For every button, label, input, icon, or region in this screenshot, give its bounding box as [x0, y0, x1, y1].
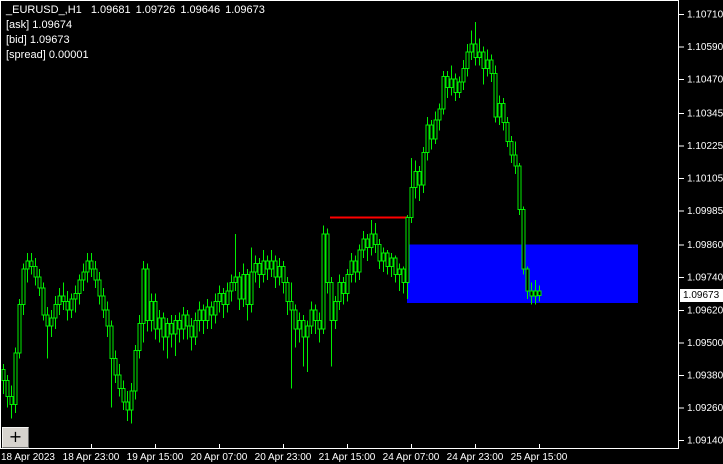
svg-text:19 Apr 15:00: 19 Apr 15:00	[127, 452, 184, 463]
svg-text:20 Apr 23:00: 20 Apr 23:00	[255, 452, 312, 463]
chart-frame	[0, 0, 679, 449]
spread-label: [spread]	[6, 49, 46, 61]
svg-text:24 Apr 07:00: 24 Apr 07:00	[383, 452, 440, 463]
svg-text:1.09985: 1.09985	[687, 206, 723, 217]
spread-line: [spread] 0.00001	[6, 48, 265, 63]
svg-text:1.09380: 1.09380	[687, 370, 723, 381]
ask-label: [ask]	[6, 19, 30, 31]
svg-text:1.09620: 1.09620	[687, 305, 723, 316]
svg-text:1.09500: 1.09500	[687, 338, 723, 349]
svg-text:1.09740: 1.09740	[687, 273, 723, 284]
quote-close: 1.09673	[225, 4, 265, 16]
svg-text:25 Apr 15:00: 25 Apr 15:00	[511, 452, 568, 463]
svg-text:24 Apr 23:00: 24 Apr 23:00	[447, 452, 504, 463]
ask-line: [ask] 1.09674	[6, 18, 265, 33]
ask-value: 1.09674	[32, 19, 73, 31]
chart-header: _EURUSD_,H1 1.09681 1.09726 1.09646 1.09673 …	[6, 3, 265, 63]
svg-text:1.09260: 1.09260	[687, 403, 723, 414]
svg-text:1.10470: 1.10470	[687, 75, 723, 86]
svg-text:1.10225: 1.10225	[687, 141, 723, 152]
svg-text:1.09140: 1.09140	[687, 436, 723, 447]
one-click-trading-expand-button[interactable]: +	[2, 427, 29, 448]
current-price-label: 1.09673	[680, 288, 723, 302]
svg-text:18 Apr 2023: 18 Apr 2023	[1, 452, 55, 463]
svg-text:18 Apr 23:00: 18 Apr 23:00	[63, 452, 120, 463]
svg-text:1.09860: 1.09860	[687, 240, 723, 251]
svg-text:1.10710: 1.10710	[687, 10, 723, 21]
candles-layer	[1, 22, 542, 424]
price-axis: 1.10710 1.10590 1.10470 1.10345 1.10225 1.101…	[679, 10, 723, 447]
quote-open: 1.09681	[90, 4, 131, 16]
quote-high: 1.09726	[135, 4, 176, 16]
svg-text:1.10345: 1.10345	[687, 109, 723, 120]
bid-label: [bid]	[6, 34, 27, 46]
svg-text:1.10105: 1.10105	[687, 174, 723, 185]
symbol-ohlc-line: _EURUSD_,H1 1.09681 1.09726 1.09646 1.09673	[6, 3, 265, 18]
svg-text:20 Apr 07:00: 20 Apr 07:00	[191, 452, 248, 463]
svg-text:21 Apr 15:00: 21 Apr 15:00	[319, 452, 376, 463]
svg-text:1.10590: 1.10590	[687, 42, 723, 53]
time-axis: 18 Apr 2023 18 Apr 23:00 19 Apr 15:00 20 Ap…	[1, 444, 568, 463]
bid-value: 1.09673	[29, 34, 70, 46]
symbol-timeframe-label: _EURUSD_,H1	[6, 4, 82, 16]
quote-low: 1.09646	[180, 4, 221, 16]
bid-line: [bid] 1.09673	[6, 33, 265, 48]
spread-value: 0.00001	[48, 49, 89, 61]
